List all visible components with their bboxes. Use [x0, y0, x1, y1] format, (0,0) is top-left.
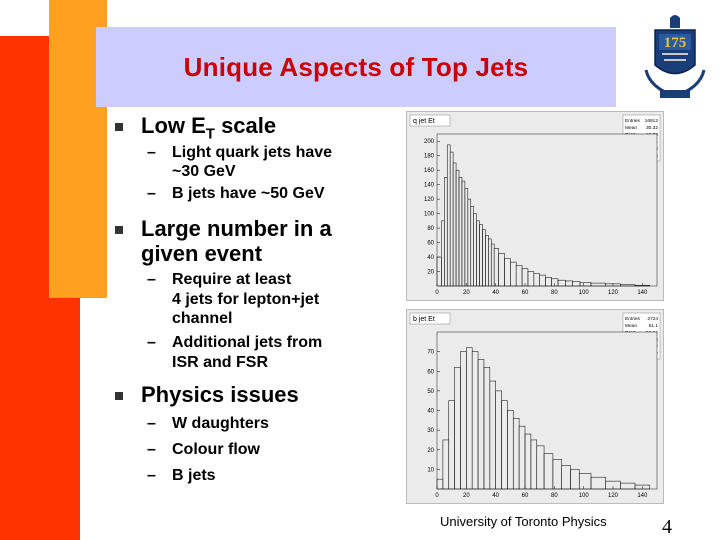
y-tick-label: 140 — [424, 183, 435, 189]
x-tick-label: 100 — [579, 290, 590, 296]
logo-number: 175 — [664, 35, 687, 51]
bullet-text-rest: scale — [214, 113, 277, 138]
stats-label: Entries — [625, 316, 641, 322]
histogram-title: q jet Et — [413, 118, 435, 125]
slide-title: Unique Aspects of Top Jets — [183, 51, 529, 82]
x-tick-label: 40 — [492, 290, 499, 296]
b-jet-et-plot: b jet EtEntries2724Mean51.1RMS28.01Under… — [409, 312, 661, 499]
slide-content: Low ET scale – Light quark jets have ~30… — [107, 107, 397, 527]
y-tick-label: 100 — [424, 212, 435, 218]
x-tick-label: 0 — [435, 493, 439, 499]
dash-marker: – — [147, 467, 156, 484]
bullet-square-icon — [115, 226, 123, 234]
dash-marker: – — [147, 271, 156, 288]
page-number: 4 — [662, 516, 672, 538]
y-tick-label: 40 — [427, 409, 434, 415]
x-tick-label: 80 — [551, 290, 558, 296]
y-tick-label: 60 — [427, 241, 434, 247]
histogram-title-box — [409, 312, 451, 325]
y-tick-label: 200 — [424, 139, 435, 145]
x-tick-label: 140 — [637, 493, 648, 499]
histogram-bin — [634, 284, 650, 287]
stats-value: 30.32 — [646, 125, 658, 131]
stats-label: Mean — [625, 323, 637, 329]
footer-text: University of Toronto Physics — [440, 514, 607, 529]
q-jet-et-plot: q jet EtEntries16912Mean30.32RMS26.75Und… — [409, 114, 661, 296]
stats-value: 51.1 — [649, 323, 659, 329]
bullet-text: Low E — [141, 113, 206, 138]
x-tick-label: 40 — [492, 493, 499, 499]
plot-frame — [436, 133, 658, 287]
dash-marker: – — [147, 144, 156, 161]
y-tick-label: 50 — [427, 389, 434, 395]
x-tick-label: 100 — [579, 493, 590, 499]
histogram-q-jet-et: q jet EtEntries16912Mean30.32RMS26.75Und… — [406, 111, 664, 301]
x-tick-label: 60 — [522, 493, 529, 499]
y-tick-label: 10 — [427, 467, 434, 473]
y-tick-label: 20 — [427, 448, 434, 454]
x-tick-label: 20 — [463, 493, 470, 499]
y-tick-label: 160 — [424, 168, 435, 174]
bullet-square-icon — [115, 123, 123, 131]
histogram-title-box — [409, 114, 451, 127]
x-tick-label: 120 — [608, 290, 619, 296]
stats-label: Entries — [625, 118, 641, 124]
university-crest-logo: 175 — [644, 15, 706, 98]
bullet-square-icon — [115, 392, 123, 400]
x-tick-label: 20 — [463, 290, 470, 296]
stats-label: Mean — [625, 125, 637, 131]
histogram-b-jet-et: b jet EtEntries2724Mean51.1RMS28.01Under… — [406, 309, 664, 504]
dash-marker: – — [147, 185, 156, 202]
y-tick-label: 120 — [424, 197, 435, 203]
y-tick-label: 40 — [427, 255, 434, 261]
subscript-t: T — [205, 125, 215, 143]
x-tick-label: 60 — [522, 290, 529, 296]
histogram-title: b jet Et — [413, 316, 435, 323]
plot-frame — [436, 331, 658, 490]
x-tick-label: 120 — [608, 493, 619, 499]
title-banner: Unique Aspects of Top Jets — [96, 27, 616, 107]
x-tick-label: 140 — [637, 290, 648, 296]
stats-value: 2724 — [647, 316, 658, 322]
y-tick-label: 80 — [427, 226, 434, 232]
y-tick-label: 20 — [427, 270, 434, 276]
y-tick-label: 70 — [427, 350, 434, 356]
x-tick-label: 0 — [435, 290, 439, 296]
stats-value: 16912 — [645, 118, 659, 124]
dash-marker: – — [147, 334, 156, 351]
y-tick-label: 60 — [427, 369, 434, 375]
y-tick-label: 180 — [424, 154, 435, 160]
y-tick-label: 30 — [427, 428, 434, 434]
histogram-bin — [634, 484, 650, 490]
dash-marker: – — [147, 441, 156, 458]
x-tick-label: 80 — [551, 493, 558, 499]
dash-marker: – — [147, 415, 156, 432]
